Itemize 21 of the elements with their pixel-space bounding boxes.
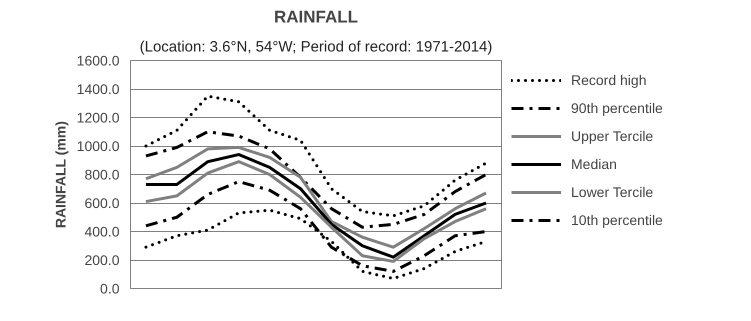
legend-label: Lower Tercile <box>571 184 654 200</box>
legend-label: 90th percentile <box>571 100 663 116</box>
y-tick-label: 600.0 <box>84 195 120 211</box>
y-tick-label: 400.0 <box>84 224 120 240</box>
line-series <box>144 94 488 218</box>
legend-label: Median <box>571 156 617 172</box>
y-tick-label: 1400.0 <box>76 81 120 97</box>
y-tick-label: 1600.0 <box>76 52 120 68</box>
y-axis-title: RAINFALL (mm) <box>52 121 69 228</box>
y-tick-label: 800.0 <box>84 166 120 182</box>
y-tick-label: 1000.0 <box>76 138 120 154</box>
legend-label: Upper Tercile <box>571 128 654 144</box>
line-series <box>144 130 488 229</box>
legend-label: Record high <box>571 72 646 88</box>
y-tick-label: 1200.0 <box>76 110 120 126</box>
y-tick-label: 200.0 <box>84 252 120 268</box>
legend-label: 10th percentile <box>571 212 663 228</box>
y-tick-label: 0.0 <box>100 280 120 296</box>
chart-subtitle: (Location: 3.6°N, 54°W; Period of record: 1971-2014) <box>140 38 492 56</box>
line-series <box>144 146 488 249</box>
chart-title: RAINFALL <box>274 8 358 26</box>
